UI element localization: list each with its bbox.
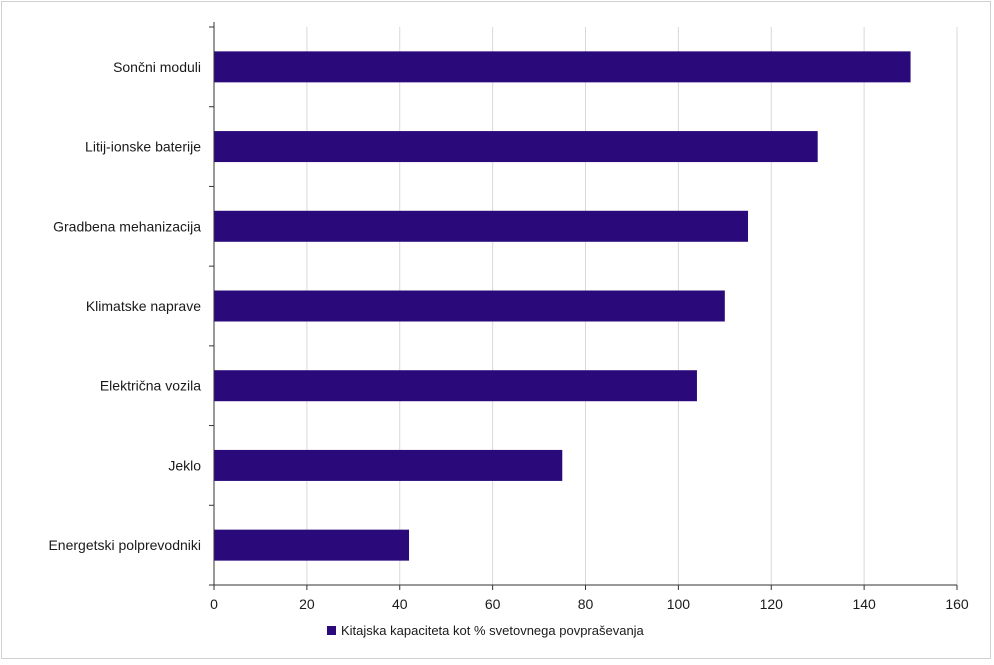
category-label: Sončni moduli	[113, 59, 201, 75]
bar	[214, 529, 410, 561]
bar	[214, 449, 563, 481]
bar	[214, 370, 697, 402]
bar	[214, 131, 818, 163]
category-label: Klimatske naprave	[86, 298, 201, 314]
bar	[214, 210, 749, 242]
bar	[214, 51, 911, 83]
category-label: Jeklo	[168, 457, 201, 473]
legend-label: Kitajska kapaciteta kot % svetovnega pov…	[341, 623, 645, 638]
x-tick-label: 20	[299, 596, 315, 612]
x-tick-label: 100	[667, 596, 691, 612]
x-tick-label: 140	[852, 596, 876, 612]
x-tick-label: 0	[210, 596, 218, 612]
axes	[209, 22, 958, 590]
bar	[214, 290, 725, 322]
category-label: Električna vozila	[100, 378, 201, 394]
category-label: Litij-ionske baterije	[85, 139, 201, 155]
category-label: Gradbena mehanizacija	[53, 218, 201, 234]
category-label: Energetski polprevodniki	[48, 537, 201, 553]
category-labels: Sončni moduli Litij-ionske baterije Gradbe…	[48, 59, 201, 553]
x-tick-labels: 0 20 40 60 80 100 120 140 160	[210, 596, 969, 612]
x-tick-label: 80	[578, 596, 594, 612]
x-tick-label: 120	[760, 596, 784, 612]
legend: Kitajska kapaciteta kot % svetovnega pov…	[327, 623, 645, 638]
x-tick-label: 60	[485, 596, 501, 612]
x-tick-label: 160	[945, 596, 969, 612]
bars	[214, 51, 911, 561]
legend-swatch	[327, 626, 336, 635]
x-tick-label: 40	[392, 596, 408, 612]
